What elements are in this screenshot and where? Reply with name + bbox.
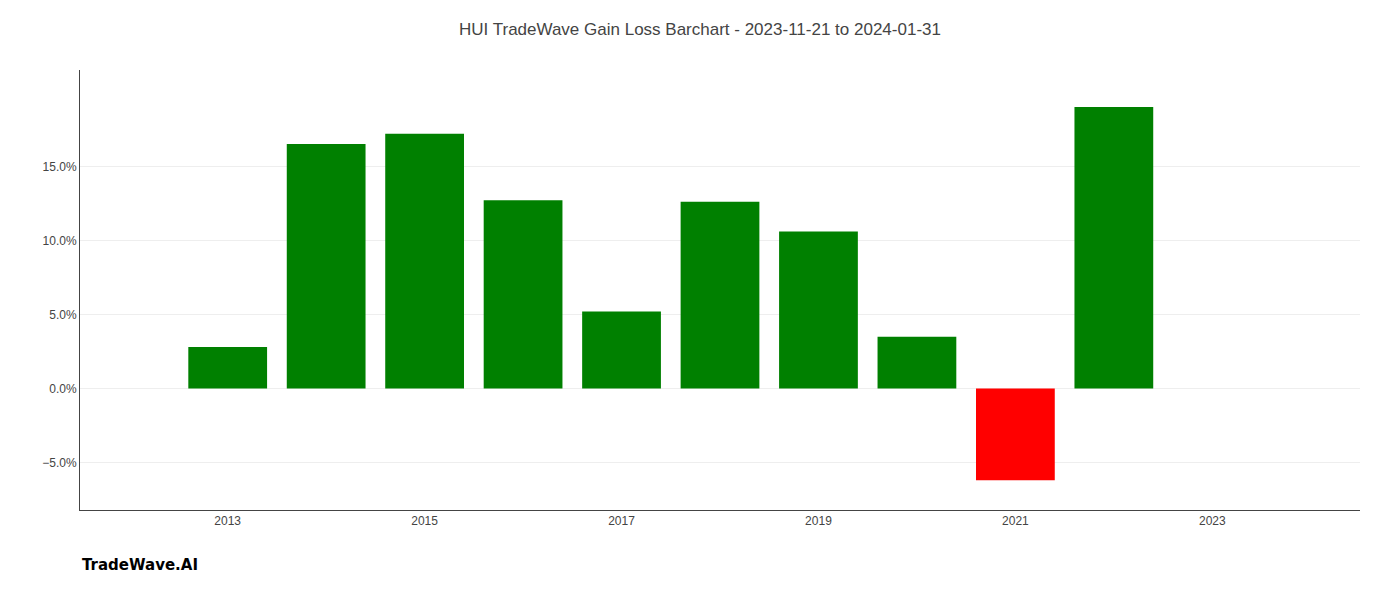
svg-text:15.0%: 15.0% [43,160,77,174]
svg-text:TradeWave.AI: TradeWave.AI [82,556,198,574]
svg-text:2019: 2019 [805,514,832,528]
svg-text:0.0%: 0.0% [49,382,77,396]
svg-text:−5.0%: −5.0% [42,456,77,470]
svg-text:2013: 2013 [214,514,241,528]
svg-text:5.0%: 5.0% [49,308,77,322]
svg-text:2015: 2015 [411,514,438,528]
svg-text:2017: 2017 [608,514,635,528]
svg-text:10.0%: 10.0% [43,234,77,248]
svg-text:2023: 2023 [1199,514,1226,528]
svg-text:2021: 2021 [1002,514,1029,528]
svg-text:HUI TradeWave Gain Loss Barcha: HUI TradeWave Gain Loss Barchart - 2023-… [459,20,941,39]
